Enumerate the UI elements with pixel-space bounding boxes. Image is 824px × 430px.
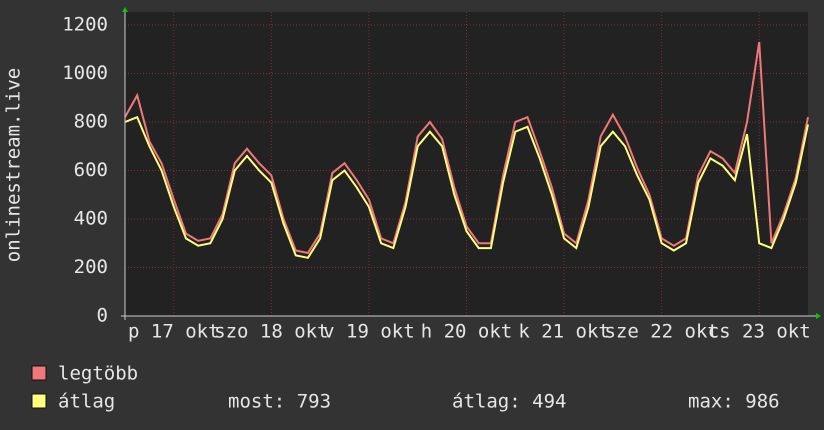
plot-area bbox=[125, 12, 808, 316]
legend-swatch bbox=[31, 365, 47, 381]
y-tick-label: 0 bbox=[97, 305, 108, 327]
y-tick-label: 1000 bbox=[62, 62, 108, 84]
y-tick-label: 400 bbox=[74, 208, 108, 230]
x-tick-label: h 20 okt bbox=[421, 321, 513, 343]
y-tick-label: 600 bbox=[74, 159, 108, 181]
x-tick-label: k 21 okt bbox=[518, 321, 610, 343]
y-tick-label: 1200 bbox=[62, 14, 108, 36]
axis-arrow bbox=[816, 313, 821, 319]
stat-value: 986 bbox=[745, 391, 779, 413]
x-tick-label: sze 22 okt bbox=[604, 321, 718, 343]
legend-swatch bbox=[31, 393, 47, 409]
axis-arrow bbox=[122, 7, 128, 12]
legend-label: átlag bbox=[58, 391, 115, 413]
y-tick-label: 800 bbox=[74, 111, 108, 133]
series-line bbox=[124, 115, 809, 259]
stat-value: 793 bbox=[297, 391, 331, 413]
y-tick-label: 200 bbox=[74, 256, 108, 278]
stat-value: 494 bbox=[532, 391, 566, 413]
stat-label: max: bbox=[688, 391, 734, 413]
legend-label: legtöbb bbox=[58, 363, 138, 385]
x-tick-label: szo 18 okt bbox=[214, 321, 328, 343]
x-tick-label: v 19 okt bbox=[323, 321, 415, 343]
x-tick-label: p 17 okt bbox=[128, 321, 220, 343]
x-tick-label: cs 23 okt bbox=[708, 321, 811, 343]
series-line bbox=[124, 41, 809, 255]
stat-label: átlag: bbox=[452, 391, 521, 413]
y-axis-label: onlinestream.live bbox=[3, 68, 25, 262]
stat-label: most: bbox=[228, 391, 285, 413]
